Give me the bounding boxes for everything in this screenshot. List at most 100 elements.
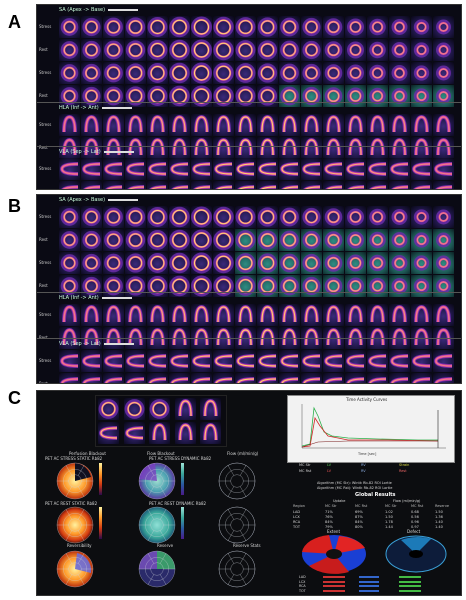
slice-tile <box>213 114 234 136</box>
defect-region: TOT <box>299 588 306 593</box>
slice-tile <box>59 85 80 107</box>
slice-tile <box>81 206 102 228</box>
algorithm-line-1: Algorithm (MC Str): Wintk Rb-82 ROI Lort… <box>317 481 392 485</box>
slice-tile <box>367 85 388 107</box>
slice-tile <box>389 62 410 84</box>
panel-label-c: C <box>8 388 21 408</box>
slice-tile <box>323 350 344 372</box>
slice-tile <box>103 181 124 189</box>
slice-tile <box>169 158 190 180</box>
slice-tile <box>169 373 190 383</box>
slice-tile <box>411 137 432 159</box>
slice-tile <box>191 206 212 228</box>
slice-tile <box>213 275 234 297</box>
slice-tile <box>81 16 102 38</box>
slice-tile <box>279 350 300 372</box>
polar-row-label-3: PET AC REST STATIC Rb82 <box>45 501 98 506</box>
slice-tile <box>59 158 80 180</box>
slice-tile <box>147 304 168 326</box>
slice-tile <box>279 137 300 159</box>
slice-tile <box>103 206 124 228</box>
legend-rv-rest: RV <box>361 469 366 473</box>
row-label: Rest <box>39 145 48 150</box>
slice-tile <box>389 373 410 383</box>
panel-a-image-grid: SA (Apex -> Base) Stress <box>36 4 462 190</box>
slice-tile <box>98 422 119 444</box>
slice-tile <box>103 229 124 251</box>
slice-tile <box>125 275 146 297</box>
row-label: Rest <box>39 189 57 190</box>
slice-tile <box>433 85 454 107</box>
slice-tile <box>125 39 146 61</box>
slice-tile <box>213 304 234 326</box>
slice-tile <box>367 181 388 189</box>
global-cell: TOT <box>293 525 301 529</box>
slice-tile <box>125 229 146 251</box>
section-divider <box>37 146 461 147</box>
slice-tile <box>257 62 278 84</box>
slice-tile <box>345 85 366 107</box>
slice-tile <box>235 229 256 251</box>
slice-tile <box>257 137 278 159</box>
slice-tile <box>345 327 366 349</box>
slice-tile <box>323 137 344 159</box>
slice-tile <box>279 16 300 38</box>
slice-tile <box>125 137 146 159</box>
slice-tile <box>125 252 146 274</box>
slice-tile <box>81 39 102 61</box>
slice-tile <box>367 39 388 61</box>
slice-tile <box>213 62 234 84</box>
slice-tile <box>301 16 322 38</box>
group-head-flow: Flow (ml/min/g) <box>393 499 421 503</box>
polar-row-label-2: PET AC STRESS DYNAMIC Rb82 <box>149 456 212 461</box>
slice-tile <box>433 350 454 372</box>
row-label: Rest <box>39 237 48 242</box>
slice-tile <box>411 350 432 372</box>
slice-tile <box>345 62 366 84</box>
slice-tile <box>367 304 388 326</box>
algorithm-line-2: Algorithm (MC Rst): Wintk Rb-82 ROI Lort… <box>317 486 393 490</box>
slice-tile <box>235 85 256 107</box>
slice-tile <box>279 252 300 274</box>
slice-strip <box>59 373 454 383</box>
global-cell: 80% <box>355 525 363 529</box>
slice-tile <box>257 229 278 251</box>
defect-value-bar <box>323 576 345 578</box>
tac-curve-myocardium <box>301 440 438 448</box>
polar-map-stress-flow <box>138 462 176 500</box>
slice-tile <box>103 304 124 326</box>
global-cell: 1.40 <box>435 525 443 529</box>
slice-tile <box>235 62 256 84</box>
global-cell: 76% <box>325 515 333 519</box>
slice-tile <box>433 373 454 383</box>
slice-tile <box>323 181 344 189</box>
slice-tile <box>323 114 344 136</box>
legend-mc-str: MC Str <box>299 463 311 467</box>
slice-tile <box>279 85 300 107</box>
slice-tile <box>147 158 168 180</box>
slice-tile <box>257 275 278 297</box>
slice-tile <box>323 39 344 61</box>
slice-tile <box>411 114 432 136</box>
slice-tile <box>59 39 80 61</box>
slice-strip <box>59 137 454 159</box>
slice-strip <box>59 85 454 107</box>
slice-tile <box>169 206 190 228</box>
slice-tile <box>389 16 410 38</box>
slice-tile <box>433 158 454 180</box>
slice-tile <box>301 39 322 61</box>
slice-tile <box>81 62 102 84</box>
slice-tile <box>123 398 145 420</box>
polar-bottom-title-1: Reversibility <box>67 543 92 548</box>
defect-region: LCX <box>299 579 306 584</box>
slice-tile <box>81 114 102 136</box>
slice-tile <box>213 181 234 189</box>
slice-tile <box>301 304 322 326</box>
slice-strip <box>59 39 454 61</box>
slice-strip <box>59 252 454 274</box>
polar-title-flowml: Flow (ml/min/g) <box>227 451 259 456</box>
slice-tile <box>279 229 300 251</box>
slice-tile <box>345 229 366 251</box>
global-cell: 1.50 <box>385 515 393 519</box>
row-label: Rest <box>39 283 48 288</box>
